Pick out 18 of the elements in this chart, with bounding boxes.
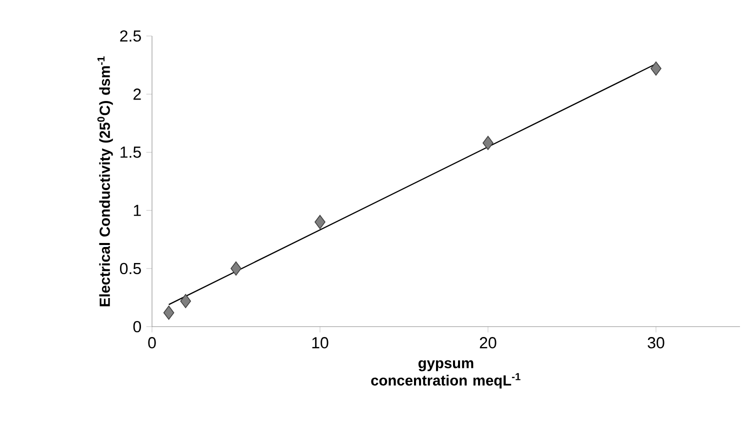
point [180,294,192,308]
x-tick-label: 0 [148,337,156,348]
point [163,306,174,320]
x-tick-label: 20 [480,337,496,348]
x-tick-label: 10 [312,337,328,348]
y-tick-label: 0.5 [120,262,141,274]
x-axis-title: gypsum concentration meqL$^{-1}$ [371,360,520,388]
y-axis-title: Electrical Conductivity (25$^{0}$C) dsm$^{-1}$ [97,56,113,306]
y-tick-label: 0 [133,320,141,332]
y-tick-label: 2.5 [120,30,141,42]
point [230,261,242,276]
point [650,61,662,76]
y-tick-label: 2 [134,88,141,100]
y-tick-label: 1 [134,204,141,216]
point [314,214,326,230]
x-tick-label: 30 [648,337,664,348]
point [482,136,494,150]
y-tick-label: 1.5 [120,146,141,158]
